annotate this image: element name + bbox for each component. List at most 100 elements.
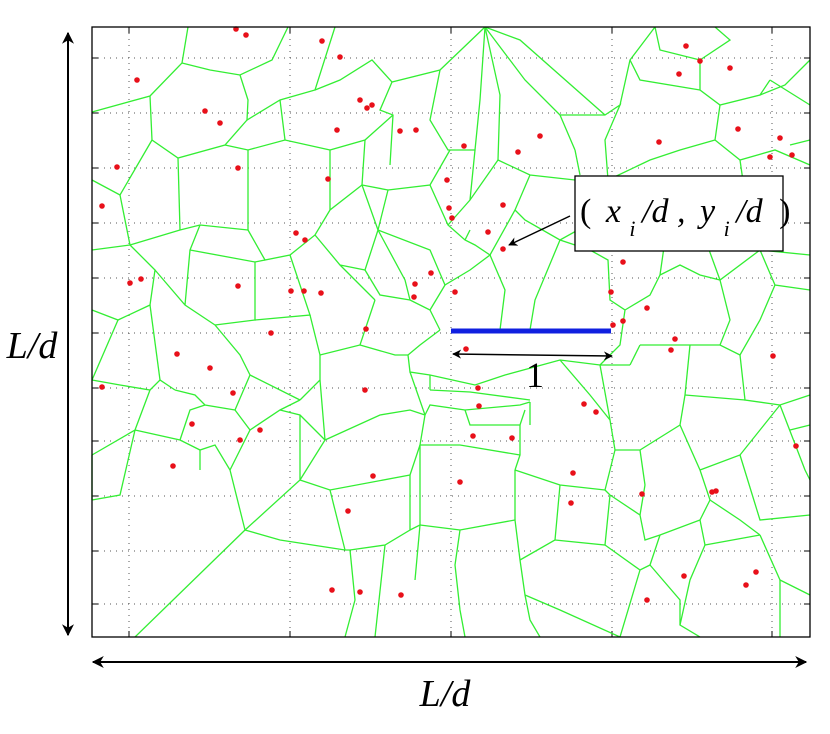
seed-point (676, 71, 682, 77)
cell-edge (299, 355, 321, 401)
cell-edge (789, 424, 811, 431)
seed-point (114, 164, 120, 170)
cell-edge (714, 104, 811, 166)
cell-edge (179, 404, 206, 441)
seed-point (237, 437, 243, 443)
cell-edge (529, 239, 561, 331)
seed-point (318, 290, 324, 296)
cell-edge (779, 404, 811, 481)
seed-point (369, 102, 375, 108)
seed-point (397, 128, 403, 134)
seed-point (444, 177, 450, 183)
seed-point (500, 246, 506, 252)
seed-point (134, 77, 140, 83)
cell-edge (224, 139, 331, 151)
cell-edge (254, 254, 311, 321)
cell-edge (699, 519, 761, 546)
cell-edge (489, 174, 531, 256)
cell-edge (684, 344, 691, 396)
cell-edge (719, 279, 731, 346)
seed-point (610, 322, 616, 328)
seed-point (639, 491, 645, 497)
tick-marks (92, 27, 810, 637)
seed-point (457, 479, 463, 485)
seed-point (99, 384, 105, 390)
cell-edge (377, 229, 446, 286)
cell-edge (329, 114, 394, 151)
cell-edge (344, 549, 356, 638)
cell-edge (464, 409, 526, 426)
cell-edge (604, 449, 616, 496)
seed-point (363, 326, 369, 332)
cell-edge (91, 244, 156, 321)
cell-edge (639, 484, 646, 516)
cell-edge (609, 494, 711, 541)
seed-points (99, 26, 799, 603)
seed-point (138, 276, 144, 282)
seed-point (99, 203, 105, 209)
seed-point (668, 347, 674, 353)
cell-edge (629, 344, 641, 366)
cell-edge (484, 26, 501, 161)
cell-edge (497, 159, 576, 181)
cell-edge (374, 544, 386, 638)
seed-point (593, 409, 599, 415)
cell-edge (239, 26, 336, 122)
cell-edge (489, 254, 506, 331)
cell-edge (599, 364, 611, 421)
cell-edge (184, 224, 201, 306)
cell-edge (361, 139, 389, 191)
cell-edge (299, 439, 326, 481)
cell-edge (420, 444, 521, 456)
cell-edge (177, 157, 181, 231)
seed-point (620, 259, 626, 265)
cell-edge (789, 139, 811, 146)
seed-point (681, 573, 687, 579)
cell-edge (759, 534, 811, 596)
seed-point (302, 237, 308, 243)
seed-point (288, 288, 294, 294)
cell-edge (279, 99, 286, 141)
seed-point (127, 280, 133, 286)
cell-edge (640, 284, 776, 356)
cell-edge (414, 524, 421, 581)
cell-edge (624, 249, 811, 311)
seed-point (727, 65, 733, 71)
seed-point (202, 108, 208, 114)
cell-edge (429, 26, 486, 151)
cell-edge (699, 404, 781, 471)
cell-edge (91, 26, 189, 113)
seed-point (743, 582, 749, 588)
bottom-axis-label: L/d (419, 673, 472, 715)
cell-edge (174, 389, 236, 411)
seed-point (235, 283, 241, 289)
cell-edge (149, 304, 161, 381)
cell-edge (454, 529, 466, 638)
cell-edge (429, 184, 492, 311)
seed-point (449, 215, 455, 221)
cell-edge (134, 529, 246, 638)
cell-edge (91, 429, 136, 501)
seed-point (620, 318, 626, 324)
cell-edge (234, 399, 301, 431)
seed-point (268, 330, 274, 336)
cell-edge (387, 149, 451, 191)
seed-point (452, 289, 458, 295)
cell-edge (247, 184, 363, 261)
seed-point (235, 165, 241, 171)
seed-point (537, 133, 543, 139)
seed-point (463, 346, 469, 352)
seed-point (319, 38, 325, 44)
cell-edge (484, 26, 606, 116)
voronoi-cell-edges (91, 26, 811, 638)
cell-edge (129, 224, 249, 246)
seed-point (697, 58, 703, 64)
cell-edge (619, 569, 641, 638)
cell-edge (679, 544, 706, 626)
cell-edge (419, 519, 541, 638)
seed-point (500, 202, 506, 208)
cell-edge (377, 229, 411, 301)
cell-edge (619, 26, 656, 106)
seed-point (793, 443, 799, 449)
